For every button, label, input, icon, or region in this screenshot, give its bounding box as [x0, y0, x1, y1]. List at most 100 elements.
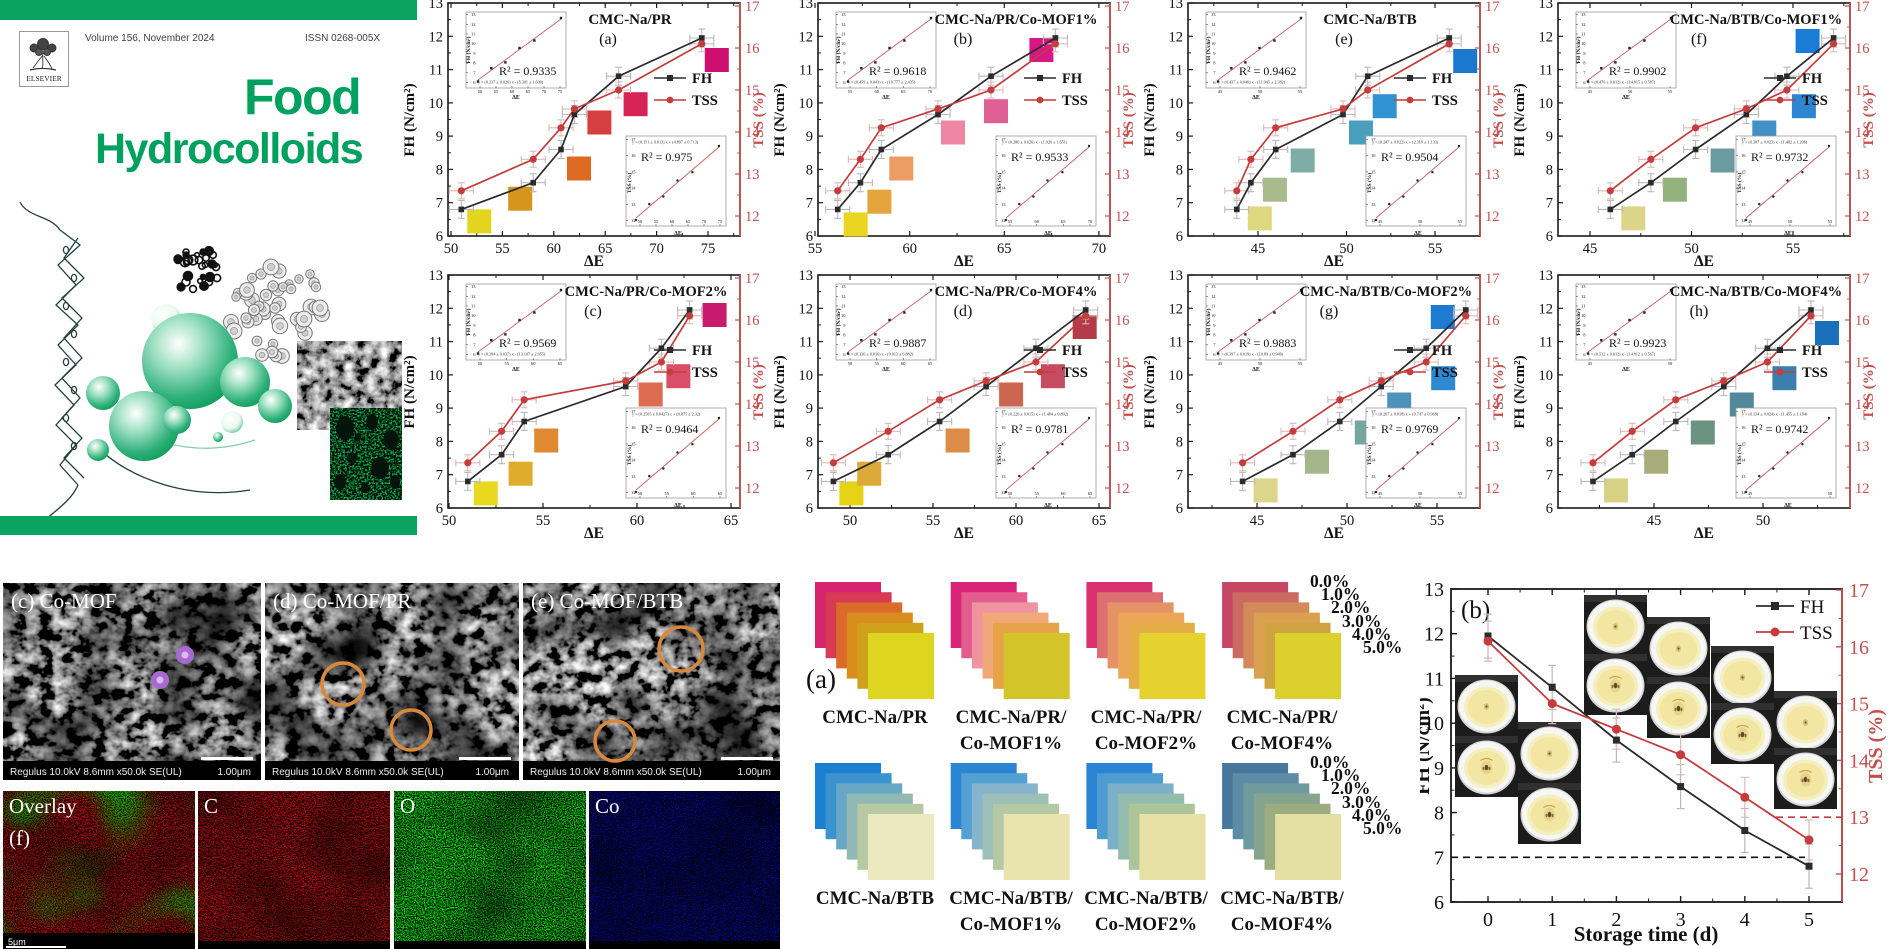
svg-text:13: 13 [799, 0, 814, 12]
svg-text:13: 13 [471, 12, 476, 17]
svg-text:11: 11 [429, 63, 443, 79]
svg-text:9: 9 [1434, 758, 1444, 780]
svg-text:9: 9 [1546, 129, 1553, 145]
svg-text:70: 70 [702, 219, 707, 224]
svg-text:TSS (%): TSS (%) [1861, 92, 1877, 147]
svg-text:4: 4 [1740, 909, 1750, 931]
svg-text:11: 11 [1581, 32, 1585, 37]
svg-text:(a): (a) [599, 31, 617, 48]
svg-text:TSS: TSS [1800, 623, 1833, 644]
svg-text:13: 13 [1211, 12, 1216, 17]
svg-text:R² = 0.9462: R² = 0.9462 [1239, 64, 1296, 78]
svg-text:8: 8 [1546, 162, 1553, 178]
svg-text:15: 15 [1485, 355, 1500, 371]
svg-text:R² = 0.975: R² = 0.975 [641, 150, 692, 164]
svg-text:Regulus 10.0kV 8.6mm x50.0k SE: Regulus 10.0kV 8.6mm x50.0k SE(UL) [10, 767, 182, 778]
svg-text:FH: FH [1432, 71, 1453, 87]
svg-text:6: 6 [1583, 352, 1586, 357]
svg-text:12: 12 [1371, 490, 1376, 495]
svg-text:50: 50 [1258, 361, 1263, 366]
svg-text:0: 0 [1483, 909, 1493, 931]
svg-text:17: 17 [1115, 0, 1130, 15]
svg-text:17: 17 [1485, 271, 1500, 287]
svg-text:ΔE: ΔE [1694, 253, 1714, 270]
svg-text:55: 55 [1034, 491, 1039, 496]
svg-text:y = (0.247 ± 0.022) x + (2.319: y = (0.247 ± 0.022) x + (2.319 ± 1.133) [1372, 140, 1439, 145]
svg-text:16: 16 [1115, 41, 1130, 57]
svg-text:60: 60 [630, 513, 645, 529]
svg-text:y = (0.226 ± 0.015) x + (1.484: y = (0.226 ± 0.015) x + (1.484 ± 0.892) [1002, 412, 1069, 417]
svg-text:12: 12 [1211, 22, 1216, 27]
svg-text:TSS: TSS [1432, 365, 1458, 381]
svg-text:TSS (%): TSS (%) [1736, 173, 1743, 193]
svg-text:5: 5 [1804, 909, 1814, 931]
svg-text:ΔE: ΔE [1252, 95, 1260, 101]
svg-text:(f): (f) [1691, 31, 1707, 48]
svg-text:13: 13 [1485, 167, 1500, 183]
svg-text:55: 55 [1298, 361, 1303, 366]
svg-text:Storage time (d): Storage time (d) [1574, 922, 1719, 946]
svg-text:17: 17 [1849, 580, 1869, 602]
svg-text:9: 9 [473, 51, 476, 56]
svg-text:y = (0.286 ± 0.026) x - (1.920: y = (0.286 ± 0.026) x - (1.920 ± 1.651) [1002, 140, 1068, 145]
svg-text:13: 13 [1001, 474, 1006, 479]
svg-text:TSS: TSS [692, 93, 718, 109]
svg-text:12: 12 [471, 294, 476, 299]
svg-text:11: 11 [1211, 32, 1215, 37]
svg-text:12: 12 [745, 481, 760, 497]
svg-text:Co-MOF2%: Co-MOF2% [1095, 914, 1197, 935]
svg-text:7: 7 [436, 196, 443, 212]
svg-text:50: 50 [1008, 491, 1013, 496]
svg-text:50: 50 [1339, 241, 1354, 257]
svg-text:45: 45 [1218, 361, 1223, 366]
svg-text:11: 11 [1169, 335, 1183, 351]
svg-text:R² = 0.9902: R² = 0.9902 [1609, 64, 1666, 78]
svg-text:60: 60 [531, 361, 536, 366]
svg-text:12: 12 [429, 301, 444, 317]
svg-text:7: 7 [473, 342, 476, 347]
svg-text:9: 9 [436, 129, 443, 145]
svg-text:y = (0.336 ± 0.016) x - (9.013: y = (0.336 ± 0.016) x - (9.013 ± 0.882) [848, 352, 914, 357]
svg-text:13: 13 [429, 0, 444, 12]
svg-text:14: 14 [1371, 186, 1376, 191]
svg-text:ΔE: ΔE [674, 231, 682, 237]
svg-text:9: 9 [806, 401, 813, 417]
svg-text:R² = 0.9335: R² = 0.9335 [499, 64, 556, 78]
svg-text:60: 60 [670, 219, 675, 224]
svg-text:12: 12 [1001, 218, 1006, 223]
svg-text:12: 12 [631, 490, 636, 495]
svg-text:17: 17 [1741, 137, 1746, 142]
svg-text:FH (N/cm²): FH (N/cm²) [1205, 36, 1212, 63]
svg-text:17: 17 [1855, 0, 1870, 15]
svg-text:9: 9 [806, 129, 813, 145]
svg-text:y = (0.394 ± 0.037) x - (13.10: y = (0.394 ± 0.037) x - (13.107 ± 2.055) [478, 352, 546, 357]
svg-text:45: 45 [1250, 513, 1265, 529]
svg-text:60: 60 [547, 241, 562, 257]
svg-text:15: 15 [1001, 169, 1006, 174]
svg-text:12: 12 [1741, 218, 1746, 223]
svg-text:13: 13 [1539, 0, 1554, 12]
svg-text:8: 8 [843, 333, 846, 338]
svg-text:10: 10 [471, 313, 476, 318]
svg-text:TSS (%): TSS (%) [1121, 92, 1137, 147]
svg-text:50: 50 [638, 491, 643, 496]
svg-text:13: 13 [471, 284, 476, 289]
svg-text:13: 13 [841, 12, 846, 17]
svg-text:TSS (%): TSS (%) [1366, 173, 1373, 193]
svg-text:TSS: TSS [1802, 365, 1828, 381]
svg-text:12: 12 [1001, 490, 1006, 495]
svg-text:ΔE: ΔE [512, 367, 520, 373]
svg-text:R² = 0.9569: R² = 0.9569 [499, 336, 556, 350]
svg-text:14: 14 [1855, 125, 1870, 141]
svg-text:65: 65 [901, 89, 906, 94]
svg-text:12: 12 [1581, 294, 1586, 299]
svg-text:13: 13 [1539, 268, 1554, 284]
svg-text:9: 9 [1583, 51, 1586, 56]
svg-text:0.0%: 0.0% [1310, 571, 1349, 591]
svg-text:9: 9 [1176, 129, 1183, 145]
svg-text:60: 60 [874, 89, 879, 94]
svg-text:8: 8 [1583, 61, 1586, 66]
svg-text:ΔE: ΔE [1324, 253, 1344, 270]
svg-text:16: 16 [631, 425, 636, 430]
svg-text:55: 55 [495, 241, 510, 257]
